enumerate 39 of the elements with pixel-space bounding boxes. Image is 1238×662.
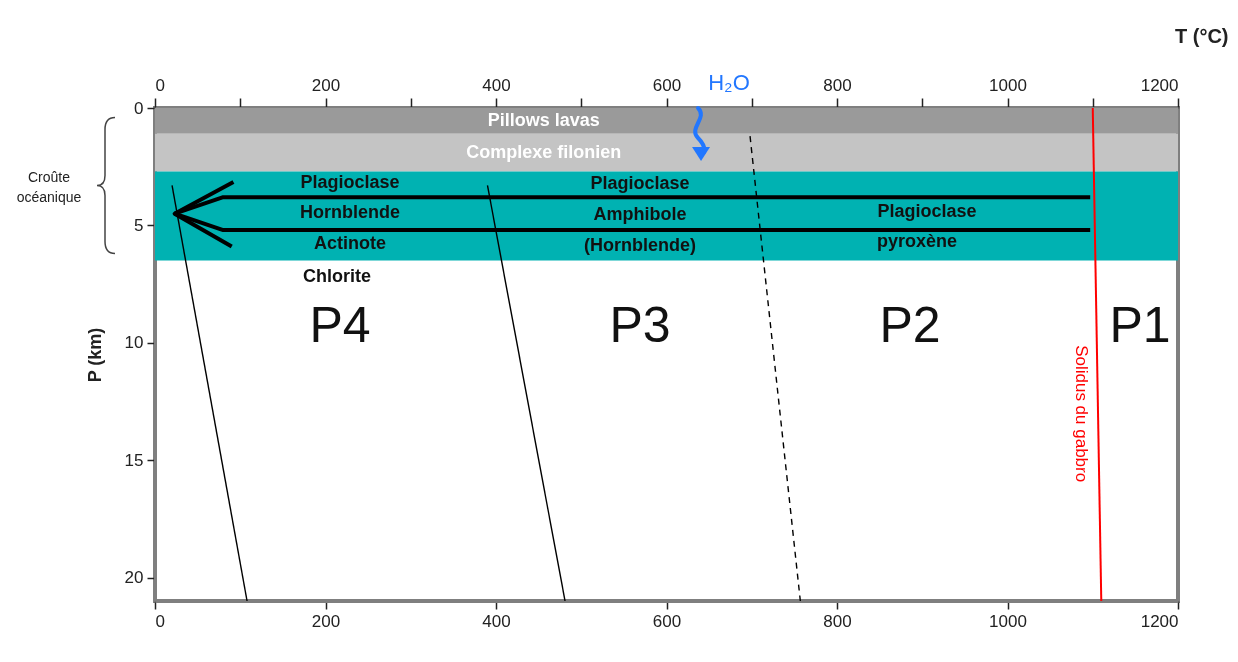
x2-tick-label: 200 xyxy=(311,75,341,95)
y-tick-label: 0 xyxy=(134,98,144,118)
annotation: Plagioclase xyxy=(300,172,400,192)
annotation: P3 xyxy=(609,297,671,353)
x-tick-label: 800 xyxy=(823,611,852,631)
x2-tick-label: 400 xyxy=(482,75,511,95)
x2-tick-label: 600 xyxy=(652,75,682,95)
y-tick-label: 5 xyxy=(134,215,144,235)
annotation: Actinote xyxy=(314,233,386,253)
annotation: Amphibole xyxy=(593,204,687,224)
text: Solidus du gabbro xyxy=(1071,345,1091,483)
x-tick-label: 1000 xyxy=(989,611,1027,631)
y-tick-label: 20 xyxy=(124,568,144,588)
x2-tick-label: 1000 xyxy=(989,75,1027,95)
x2-tick-label: 1200 xyxy=(1140,75,1179,95)
text: H₂O xyxy=(708,70,750,95)
annotation: Hornblende xyxy=(299,202,401,222)
annotation: P2 xyxy=(879,297,941,353)
y-axis-title: P (km) xyxy=(84,327,105,383)
x2-tick-label: 800 xyxy=(823,75,852,95)
x-tick-label: 0 xyxy=(155,611,165,631)
band-label: Pillows lavas xyxy=(487,109,600,130)
x2-axis-title: T (°C) xyxy=(1174,24,1229,47)
annotation: Plagioclase xyxy=(590,173,690,193)
x-tick-label: 400 xyxy=(482,611,511,631)
annotation: P4 xyxy=(309,297,371,353)
annotation: P1 xyxy=(1109,297,1171,353)
x-tick-label: 600 xyxy=(652,611,682,631)
text: Croûte océanique xyxy=(16,169,82,205)
x-tick-label: 1200 xyxy=(1140,611,1179,631)
annotation: Plagioclase xyxy=(877,201,977,221)
band-label: Complexe filonien xyxy=(466,141,622,162)
annotation: Chlorite xyxy=(302,266,372,286)
annotation: pyroxène xyxy=(876,231,958,251)
y-tick-label: 15 xyxy=(124,450,144,470)
x2-tick-label: 0 xyxy=(155,75,165,95)
x-tick-label: 200 xyxy=(311,611,341,631)
y-tick-label: 10 xyxy=(124,333,144,353)
annotation: (Hornblende) xyxy=(584,235,696,255)
